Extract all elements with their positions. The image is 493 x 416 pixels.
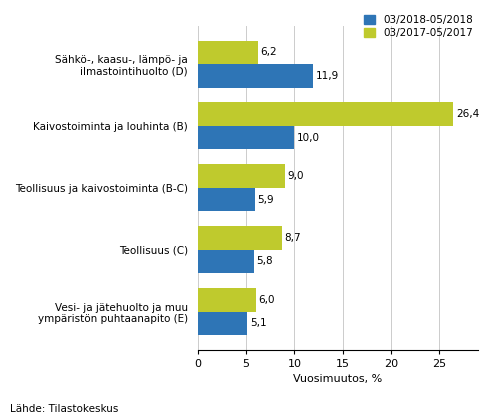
- Text: 5,1: 5,1: [250, 318, 267, 328]
- Bar: [198, 102, 453, 126]
- Bar: [198, 64, 313, 87]
- Text: 6,0: 6,0: [259, 295, 275, 305]
- Text: 26,4: 26,4: [456, 109, 479, 119]
- Text: 10,0: 10,0: [297, 133, 320, 143]
- Bar: [198, 288, 256, 312]
- Bar: [198, 226, 282, 250]
- Bar: [198, 250, 254, 273]
- Text: 9,0: 9,0: [287, 171, 304, 181]
- Bar: [198, 188, 255, 211]
- Bar: [198, 164, 284, 188]
- Text: 11,9: 11,9: [316, 71, 339, 81]
- Bar: [198, 40, 258, 64]
- Bar: [198, 126, 294, 149]
- Text: Lähde: Tilastokeskus: Lähde: Tilastokeskus: [10, 404, 118, 414]
- Legend: 03/2018-05/2018, 03/2017-05/2017: 03/2018-05/2018, 03/2017-05/2017: [364, 15, 473, 38]
- X-axis label: Vuosimuutos, %: Vuosimuutos, %: [293, 374, 383, 384]
- Text: 5,8: 5,8: [257, 256, 273, 266]
- Text: 6,2: 6,2: [260, 47, 277, 57]
- Text: 8,7: 8,7: [284, 233, 301, 243]
- Bar: [198, 312, 247, 335]
- Text: 5,9: 5,9: [258, 195, 274, 205]
